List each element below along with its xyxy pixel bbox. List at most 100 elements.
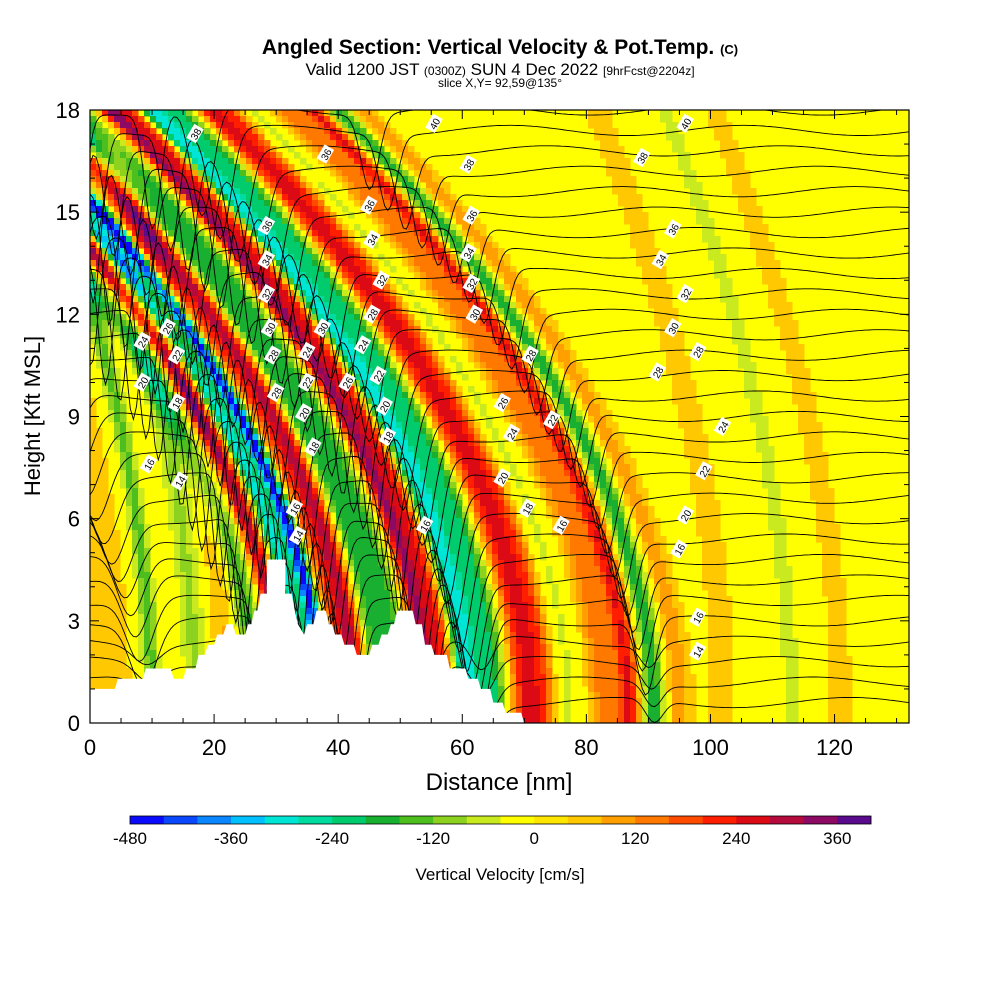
- velocity-cell: [186, 218, 193, 225]
- velocity-cell: [372, 212, 379, 219]
- velocity-cell: [510, 398, 517, 405]
- velocity-cell: [198, 188, 205, 195]
- velocity-cell: [618, 500, 625, 507]
- valid-date: SUN 4 Dec 2022: [470, 60, 599, 79]
- velocity-cell: [216, 200, 223, 207]
- velocity-cell: [108, 170, 115, 177]
- velocity-cell: [192, 158, 199, 165]
- velocity-cell: [174, 512, 181, 519]
- velocity-cell: [432, 278, 439, 285]
- velocity-cell: [354, 380, 361, 387]
- velocity-cell: [606, 416, 613, 423]
- velocity-cell: [540, 374, 547, 381]
- velocity-cell: [168, 224, 175, 231]
- velocity-cell: [132, 470, 139, 477]
- velocity-cell: [138, 500, 145, 507]
- velocity-cell: [492, 392, 499, 399]
- velocity-cell: [276, 320, 283, 327]
- velocity-cell: [270, 182, 277, 189]
- velocity-cell: [258, 278, 265, 285]
- velocity-cell: [516, 320, 523, 327]
- velocity-cell: [276, 404, 283, 411]
- velocity-cell: [786, 362, 793, 369]
- velocity-cell: [402, 338, 409, 345]
- velocity-cell: [456, 398, 463, 405]
- velocity-cell: [288, 302, 295, 309]
- velocity-cell: [378, 290, 385, 297]
- velocity-cell: [120, 428, 127, 435]
- velocity-cell: [594, 458, 601, 465]
- velocity-cell: [396, 152, 403, 159]
- velocity-cell: [726, 152, 733, 159]
- velocity-cell: [318, 386, 325, 393]
- velocity-cell: [198, 434, 205, 441]
- velocity-cell: [186, 176, 193, 183]
- velocity-cell: [276, 230, 283, 237]
- velocity-cell: [96, 224, 103, 231]
- velocity-cell: [192, 356, 199, 363]
- velocity-cell: [288, 200, 295, 207]
- velocity-cell: [402, 200, 409, 207]
- velocity-cell: [348, 326, 355, 333]
- velocity-cell: [336, 500, 343, 507]
- velocity-cell: [450, 200, 457, 207]
- velocity-cell: [90, 272, 97, 279]
- velocity-cell: [504, 314, 511, 321]
- velocity-cell: [348, 362, 355, 369]
- velocity-cell: [636, 512, 643, 519]
- velocity-cell: [210, 500, 217, 507]
- velocity-cell: [108, 272, 115, 279]
- velocity-cell: [516, 338, 523, 345]
- velocity-cell: [312, 494, 319, 501]
- velocity-cell: [330, 296, 337, 303]
- velocity-cell: [366, 422, 373, 429]
- velocity-cell: [588, 452, 595, 459]
- velocity-cell: [768, 458, 775, 465]
- velocity-cell: [618, 506, 625, 513]
- velocity-cell: [774, 272, 781, 279]
- velocity-cell: [570, 398, 577, 405]
- velocity-cell: [546, 320, 553, 327]
- velocity-cell: [360, 194, 367, 201]
- velocity-cell: [414, 458, 421, 465]
- velocity-cell: [354, 170, 361, 177]
- velocity-cell: [762, 470, 769, 477]
- velocity-cell: [312, 368, 319, 375]
- velocity-cell: [522, 404, 529, 411]
- velocity-cell: [678, 158, 685, 165]
- velocity-cell: [216, 206, 223, 213]
- velocity-cell: [222, 164, 229, 171]
- velocity-cell: [168, 194, 175, 201]
- velocity-cell: [258, 248, 265, 255]
- velocity-cell: [246, 488, 253, 495]
- velocity-cell: [174, 446, 181, 453]
- velocity-cell: [348, 182, 355, 189]
- velocity-cell: [360, 176, 367, 183]
- velocity-cell: [162, 458, 169, 465]
- velocity-cell: [210, 440, 217, 447]
- velocity-cell: [342, 224, 349, 231]
- velocity-cell: [372, 182, 379, 189]
- velocity-cell: [654, 308, 661, 315]
- velocity-cell: [570, 500, 577, 507]
- velocity-cell: [294, 320, 301, 327]
- velocity-cell: [480, 476, 487, 483]
- velocity-cell: [456, 500, 463, 507]
- velocity-cell: [234, 230, 241, 237]
- velocity-cell: [420, 254, 427, 261]
- velocity-cell: [492, 386, 499, 393]
- velocity-cell: [126, 308, 133, 315]
- velocity-cell: [282, 182, 289, 189]
- velocity-cell: [108, 116, 115, 123]
- velocity-cell: [708, 488, 715, 495]
- velocity-cell: [732, 176, 739, 183]
- velocity-cell: [216, 188, 223, 195]
- velocity-cell: [324, 278, 331, 285]
- velocity-cell: [690, 410, 697, 417]
- velocity-cell: [156, 344, 163, 351]
- velocity-cell: [690, 446, 697, 453]
- velocity-cell: [246, 134, 253, 141]
- velocity-cell: [120, 206, 127, 213]
- velocity-cell: [366, 398, 373, 405]
- velocity-cell: [138, 368, 145, 375]
